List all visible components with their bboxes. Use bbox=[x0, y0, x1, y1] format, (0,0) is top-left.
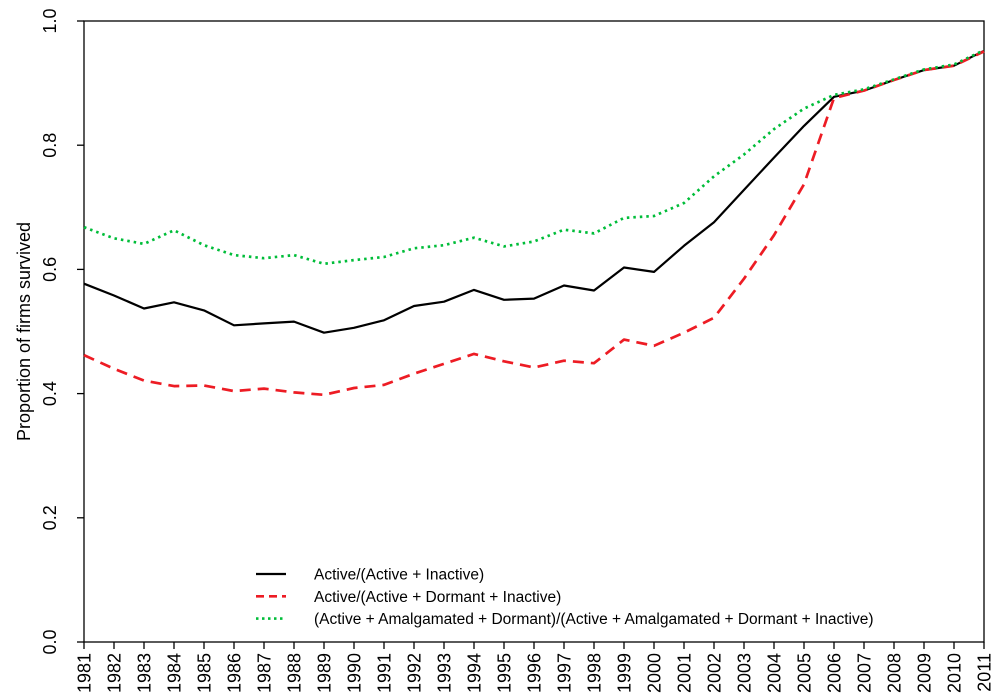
series-line-0 bbox=[83, 49, 985, 334]
x-tick-label: 2005 bbox=[795, 653, 815, 693]
x-tick-label: 1988 bbox=[285, 653, 305, 693]
x-tick-label: 2000 bbox=[645, 653, 665, 693]
x-tick-label: 1987 bbox=[255, 653, 275, 693]
x-tick-label: 1984 bbox=[165, 653, 185, 693]
x-tick-label: 2001 bbox=[675, 653, 695, 693]
x-tick-label: 2006 bbox=[825, 653, 845, 693]
series-line-1 bbox=[83, 50, 985, 397]
plot-box bbox=[83, 20, 985, 643]
x-tick-label: 2003 bbox=[735, 653, 755, 693]
x-tick-label: 2010 bbox=[945, 653, 965, 693]
x-tick-label: 1991 bbox=[375, 653, 395, 693]
x-tick-label: 1982 bbox=[105, 653, 125, 693]
series-line-2 bbox=[83, 48, 985, 266]
x-tick-label: 1997 bbox=[555, 653, 575, 693]
x-tick-label: 2011 bbox=[975, 653, 995, 692]
y-tick-label: 0.6 bbox=[40, 257, 60, 282]
x-tick-label: 1981 bbox=[75, 653, 95, 693]
x-tick-label: 1998 bbox=[585, 653, 605, 693]
x-tick-label: 1983 bbox=[135, 653, 155, 693]
y-tick-label: 0.4 bbox=[40, 381, 60, 406]
y-tick-label: 0.8 bbox=[40, 133, 60, 158]
x-tick-label: 2009 bbox=[915, 653, 935, 693]
legend-item: Active/(Active + Inactive) bbox=[256, 567, 484, 584]
y-tick-label: 0.0 bbox=[40, 629, 60, 654]
x-tick-label: 2007 bbox=[855, 653, 875, 693]
x-tick-label: 1992 bbox=[405, 653, 425, 693]
x-tick-label: 1994 bbox=[465, 653, 485, 693]
legend-label: Active/(Active + Inactive) bbox=[314, 567, 484, 584]
x-tick-label: 2002 bbox=[705, 653, 725, 693]
legend-label: (Active + Amalgamated + Dormant)/(Active… bbox=[314, 611, 874, 628]
x-tick-label: 2008 bbox=[885, 653, 905, 693]
y-tick-label: 0.2 bbox=[40, 505, 60, 530]
x-tick-label: 1996 bbox=[525, 653, 545, 693]
x-tick-label: 1990 bbox=[345, 653, 365, 693]
x-tick-label: 1999 bbox=[615, 653, 635, 693]
x-tick-label: 1995 bbox=[495, 653, 515, 693]
legend-label: Active/(Active + Dormant + Inactive) bbox=[314, 589, 561, 606]
x-tick-label: 1986 bbox=[225, 653, 245, 693]
x-tick-label: 2004 bbox=[765, 653, 785, 693]
x-tick-label: 1993 bbox=[435, 653, 455, 693]
y-axis-title: Proportion of firms survived bbox=[14, 222, 34, 441]
legend-item: (Active + Amalgamated + Dormant)/(Active… bbox=[256, 611, 874, 628]
x-tick-label: 1989 bbox=[315, 653, 335, 693]
legend-item: Active/(Active + Dormant + Inactive) bbox=[256, 589, 561, 606]
y-tick-label: 1.0 bbox=[40, 8, 60, 33]
x-tick-label: 1985 bbox=[195, 653, 215, 693]
